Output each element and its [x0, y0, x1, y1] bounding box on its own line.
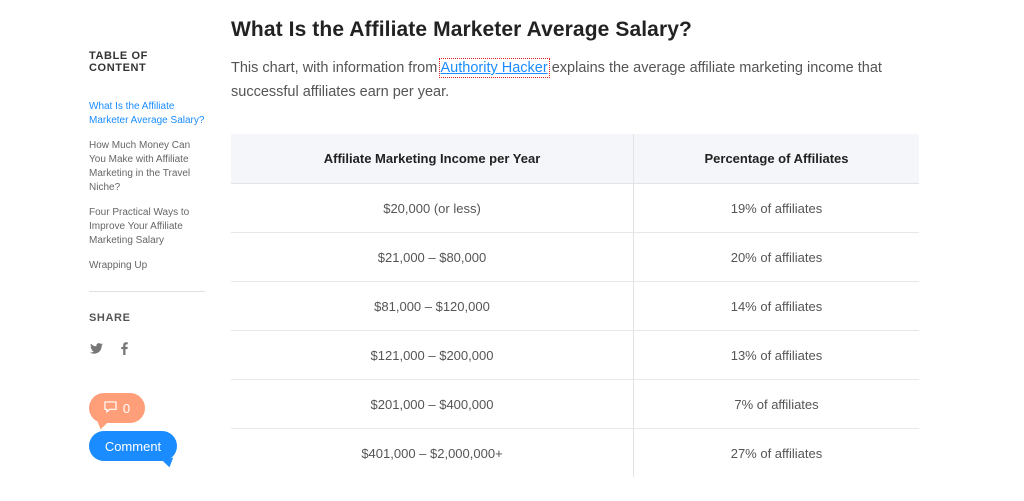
article-heading: What Is the Affiliate Marketer Average S…	[231, 18, 692, 41]
percentage-cell: 19% of affiliates	[633, 183, 919, 233]
sidebar-divider	[89, 291, 205, 292]
toc-item-travel-niche[interactable]: How Much Money Can You Make with Affilia…	[89, 140, 191, 193]
income-cell: $201,000 – $400,000	[231, 379, 634, 429]
header-income: Affiliate Marketing Income per Year	[231, 134, 634, 184]
article: What Is the Affiliate Marketer Average S…	[231, 18, 921, 477]
twitter-icon[interactable]	[89, 341, 103, 355]
income-cell: $81,000 – $120,000	[231, 281, 634, 331]
income-cell: $401,000 – $2,000,000+	[231, 428, 634, 477]
authority-hacker-link[interactable]: Authority Hacker	[438, 58, 550, 78]
table-header-row: Affiliate Marketing Income per Year Perc…	[231, 134, 919, 184]
salary-table: Affiliate Marketing Income per Year Perc…	[231, 134, 919, 477]
article-intro: This chart, with information from Author…	[231, 56, 921, 104]
income-cell: $21,000 – $80,000	[231, 232, 634, 282]
intro-text-after: explains the average affiliate marketing…	[231, 60, 882, 100]
share-icons	[89, 340, 207, 356]
share-title: SHARE	[89, 312, 131, 324]
table-row: $401,000 – $2,000,000+ 27% of affiliates	[231, 428, 919, 477]
header-percentage: Percentage of Affiliates	[633, 134, 919, 184]
sidebar: TABLE OF CONTENT What Is the Affiliate M…	[89, 50, 207, 356]
percentage-cell: 14% of affiliates	[633, 281, 919, 331]
table-row: $20,000 (or less) 19% of affiliates	[231, 183, 919, 233]
percentage-cell: 27% of affiliates	[730, 445, 823, 461]
table-row: $21,000 – $80,000 20% of affiliates	[231, 232, 919, 282]
percentage-cell: 13% of affiliates	[633, 330, 919, 380]
toc-item-wrapping-up[interactable]: Wrapping Up	[89, 260, 148, 271]
comment-bubble-icon	[104, 400, 117, 416]
facebook-icon[interactable]	[117, 341, 131, 355]
table-row: $81,000 – $120,000 14% of affiliates	[231, 281, 919, 331]
comment-button[interactable]: Comment	[89, 431, 177, 461]
table-row: $201,000 – $400,000 7% of affiliates	[231, 379, 919, 429]
comment-count-button[interactable]: 0	[89, 393, 145, 423]
intro-text-before: This chart, with information from	[231, 60, 441, 76]
percentage-cell: 20% of affiliates	[633, 232, 919, 282]
income-cell: $20,000 (or less)	[231, 183, 634, 233]
income-cell: $121,000 – $200,000	[231, 330, 634, 380]
percentage-cell: 7% of affiliates	[633, 379, 919, 429]
comment-count: 0	[122, 400, 131, 416]
toc-item-average-salary[interactable]: What Is the Affiliate Marketer Average S…	[89, 101, 205, 126]
toc-list: What Is the Affiliate Marketer Average S…	[89, 100, 207, 273]
table-row: $121,000 – $200,000 13% of affiliates	[231, 330, 919, 380]
toc-item-improve-salary[interactable]: Four Practical Ways to Improve Your Affi…	[89, 207, 190, 246]
toc-title: TABLE OF CONTENT	[89, 50, 148, 74]
